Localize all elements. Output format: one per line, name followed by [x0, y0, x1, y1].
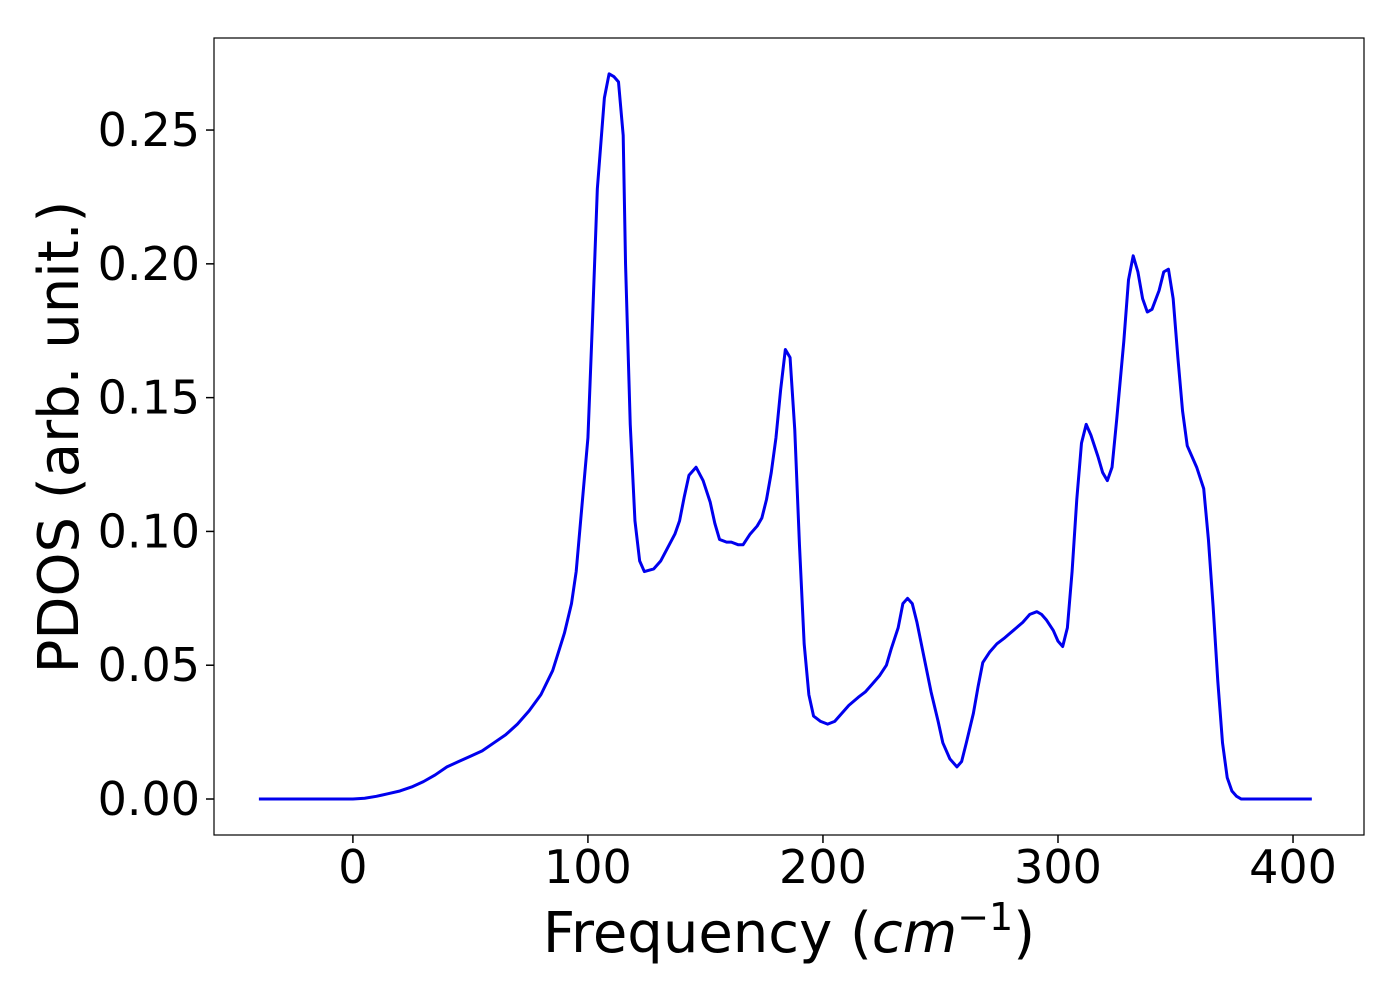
x-tick-label: 300: [1014, 840, 1102, 894]
data-line: [258, 72, 1312, 801]
y-tick-label: 0.05: [98, 638, 200, 692]
y-tick-label: 0.25: [98, 103, 200, 157]
y-tick-label: 0.15: [98, 371, 200, 425]
y-tick-label: 0.20: [98, 237, 200, 291]
x-tick-label: 100: [544, 840, 632, 894]
x-tick-label: 0: [338, 840, 367, 894]
x-tick-label: 400: [1249, 840, 1337, 894]
x-axis-label: Frequency (cm−1): [543, 895, 1035, 966]
y-tick-label: 0.00: [98, 772, 200, 826]
x-tick-label: 200: [779, 840, 867, 894]
y-tick-label: 0.10: [98, 504, 200, 558]
plot-frame: [213, 37, 1365, 836]
y-axis-label: PDOS (arb. unit.): [27, 201, 92, 674]
